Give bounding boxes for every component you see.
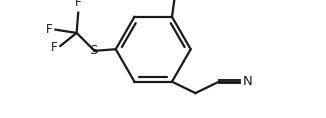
Text: F: F [46, 23, 52, 36]
Text: N: N [243, 75, 252, 88]
Text: S: S [89, 44, 97, 57]
Text: F: F [75, 0, 82, 9]
Text: F: F [51, 41, 57, 54]
